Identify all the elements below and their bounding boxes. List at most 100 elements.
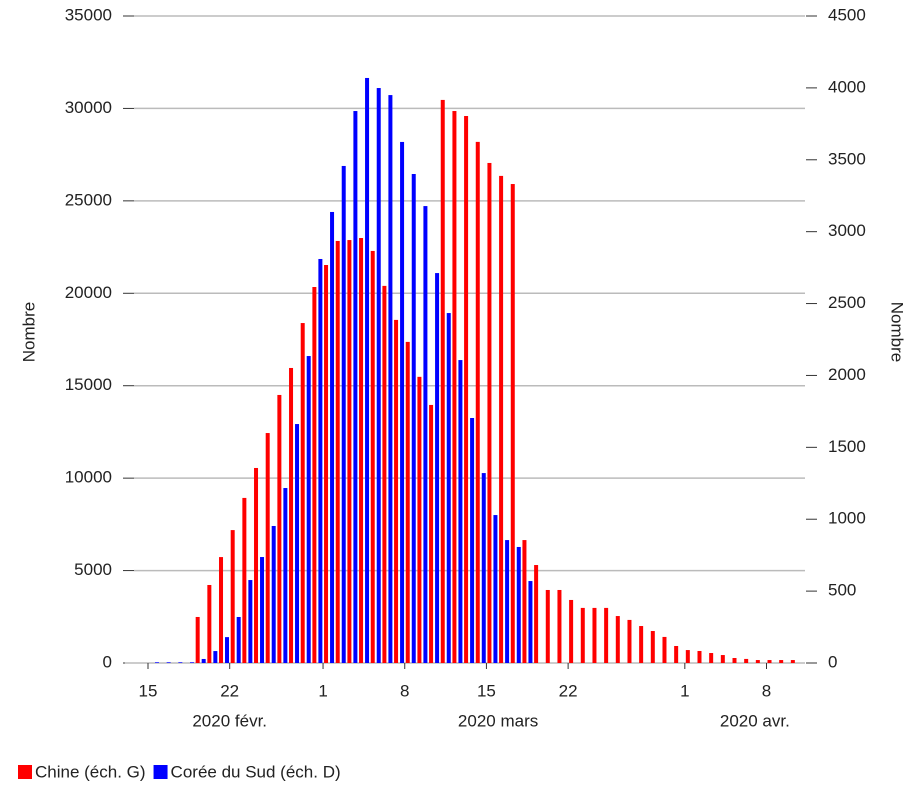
y-tick-label: 15000 (65, 375, 112, 394)
bar (545, 589, 550, 663)
month-label: 2020 mars (458, 711, 538, 730)
bar (516, 546, 521, 663)
bar (230, 530, 235, 663)
bar (219, 557, 224, 663)
x-tick-label: 1 (318, 681, 327, 700)
y-tick-label: 0 (103, 652, 112, 671)
bar (376, 88, 381, 664)
bar (505, 540, 510, 663)
bar (720, 655, 725, 663)
bar (318, 258, 323, 663)
bar (464, 116, 469, 664)
x-tick-label: 22 (220, 681, 239, 700)
bar (195, 616, 200, 663)
y2-tick-label: 2000 (828, 365, 866, 384)
bar (394, 319, 399, 663)
y2-tick-label: 3500 (828, 149, 866, 168)
y2-tick-label: 0 (828, 652, 837, 671)
bar (604, 607, 609, 663)
bar (499, 175, 504, 663)
y2-tick-label: 3000 (828, 221, 866, 240)
y2-tick-label: 4500 (828, 5, 866, 24)
bar (347, 240, 352, 663)
bar (405, 341, 410, 663)
bar (265, 433, 270, 663)
bar (779, 660, 784, 663)
bar (615, 616, 620, 663)
y2-tick-label: 1000 (828, 509, 866, 528)
x-tick-label: 22 (559, 681, 578, 700)
bar (639, 626, 644, 663)
bar (283, 488, 288, 663)
x-tick-label: 1 (680, 681, 689, 700)
bar (248, 580, 253, 663)
bar (312, 287, 317, 663)
bar (522, 540, 527, 663)
bar (295, 424, 300, 663)
bar (225, 637, 230, 663)
bar (388, 95, 393, 664)
bar (166, 662, 171, 663)
x-tick-label: 15 (477, 681, 496, 700)
bar (277, 394, 282, 663)
bar (627, 619, 632, 663)
bar (510, 184, 515, 663)
y2-tick-label: 2500 (828, 293, 866, 312)
bar (190, 662, 195, 663)
bar (370, 250, 375, 663)
bar (423, 206, 428, 663)
x-tick-label: 15 (139, 681, 158, 700)
bar (429, 404, 434, 663)
bar (400, 141, 405, 663)
bar (528, 581, 533, 663)
bar (650, 631, 655, 663)
bar (254, 467, 259, 663)
legend-label: Corée du Sud (éch. D) (171, 762, 341, 781)
month-label: 2020 avr. (720, 711, 790, 730)
bar (213, 651, 218, 663)
bar (411, 174, 416, 663)
bar (580, 607, 585, 663)
bar (353, 111, 358, 663)
y-tick-label: 10000 (65, 468, 112, 487)
bar (341, 165, 346, 664)
bar (382, 285, 387, 663)
bar (557, 589, 562, 663)
bar (260, 557, 265, 663)
legend-swatch (18, 765, 32, 779)
bar (470, 418, 475, 663)
y-tick-label: 5000 (74, 560, 112, 579)
bar (440, 99, 445, 663)
y2-axis-label: Nombre (888, 302, 907, 362)
y2-tick-label: 1500 (828, 437, 866, 456)
bar (365, 77, 370, 664)
bar (306, 356, 311, 663)
month-label: 2020 févr. (192, 711, 267, 730)
bar (271, 525, 276, 663)
bar (446, 313, 451, 663)
bar (744, 658, 749, 663)
bar (330, 211, 335, 663)
bar (458, 360, 463, 663)
bar (242, 497, 247, 663)
bar (201, 658, 206, 663)
x-tick-label: 8 (762, 681, 771, 700)
bar (481, 473, 486, 663)
bar (335, 240, 340, 664)
bar (790, 660, 795, 663)
bar (417, 376, 422, 663)
bar (493, 515, 498, 663)
bar (487, 162, 492, 663)
bar (592, 607, 597, 663)
bar (685, 650, 690, 663)
bar (435, 273, 440, 663)
bar (709, 653, 714, 663)
y-tick-label: 35000 (65, 5, 112, 24)
bar (569, 599, 574, 663)
bar (300, 323, 305, 663)
bar (155, 662, 159, 663)
bar (755, 660, 760, 663)
legend-swatch (153, 765, 168, 779)
bar (289, 367, 294, 663)
